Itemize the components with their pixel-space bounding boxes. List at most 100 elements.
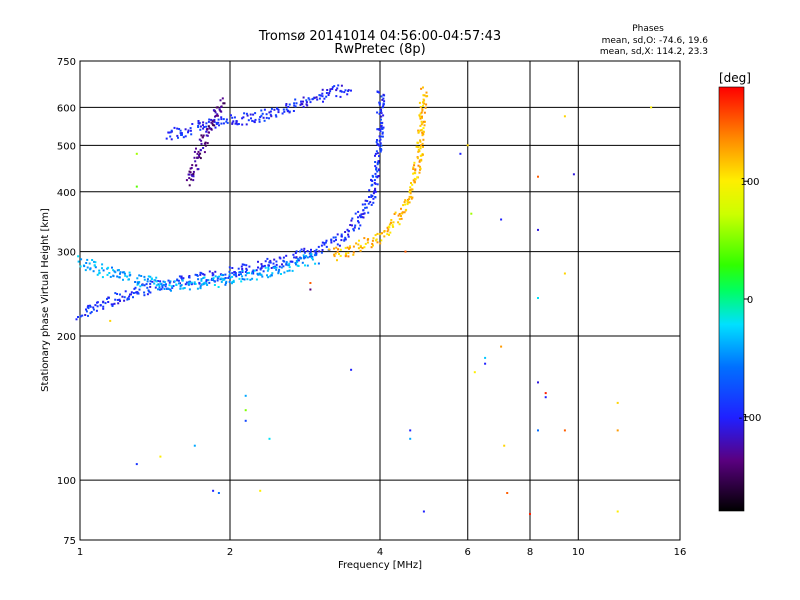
scatter-point — [503, 444, 506, 447]
trace-point — [86, 266, 89, 269]
trace-point — [79, 315, 82, 318]
trace-point — [340, 235, 343, 238]
trace-point — [410, 197, 413, 200]
trace-point — [89, 304, 91, 307]
trace-point — [132, 296, 134, 299]
trace-point — [232, 120, 235, 123]
trace-point — [208, 270, 211, 273]
trace-point — [422, 104, 424, 107]
trace-point — [93, 260, 96, 263]
trace-point — [407, 201, 410, 204]
colorbar-ticks: 100 0 -100 — [739, 177, 762, 424]
trace-point — [214, 275, 217, 278]
trace-point — [410, 188, 413, 191]
trace-point — [205, 279, 208, 282]
trace-point — [420, 120, 423, 123]
x-tick-label: 4 — [377, 547, 383, 558]
trace-point — [94, 261, 97, 264]
trace-point — [305, 101, 308, 104]
trace-point — [102, 300, 105, 303]
trace-point — [244, 271, 247, 273]
trace-point — [374, 154, 376, 157]
trace-point — [400, 207, 402, 210]
trace-point — [276, 107, 278, 110]
trace-point — [210, 118, 213, 121]
trace-point — [149, 282, 152, 285]
trace-point — [377, 161, 380, 164]
trace-point — [376, 176, 379, 179]
trace-point — [370, 246, 373, 249]
trace-point — [292, 110, 295, 112]
trace-point — [94, 304, 97, 307]
trace-point — [119, 300, 121, 302]
scatter-point — [466, 144, 469, 147]
trace-point — [376, 143, 379, 146]
trace-point — [320, 251, 323, 254]
trace-point — [377, 175, 380, 177]
scatter-point — [484, 356, 487, 359]
trace-point — [266, 269, 269, 272]
trace-point — [374, 234, 377, 237]
trace-point — [329, 88, 332, 91]
trace-point — [310, 248, 312, 251]
trace-point — [295, 263, 297, 266]
trace-point — [116, 269, 119, 272]
trace-point — [375, 150, 378, 153]
trace-point — [126, 275, 129, 278]
trace-point — [286, 270, 289, 273]
trace-point — [224, 273, 227, 276]
trace-point — [310, 255, 313, 258]
trace-point — [333, 240, 336, 243]
trace-point — [151, 280, 154, 283]
trace-point — [382, 102, 385, 105]
trace-point — [179, 132, 182, 135]
trace-point — [390, 219, 393, 221]
trace-point — [243, 278, 246, 281]
trace-point — [339, 95, 342, 98]
trace-point — [164, 285, 167, 288]
trace-point — [205, 134, 208, 137]
trace-point — [280, 266, 283, 269]
phase-info-o: mean, sd,O: -74.6, 19.6 — [602, 36, 709, 46]
trace-point — [220, 118, 223, 121]
trace-point — [170, 289, 172, 292]
scatter-point — [409, 429, 412, 432]
trace-point — [371, 195, 374, 197]
trace-point — [146, 293, 149, 296]
trace-point — [157, 283, 160, 286]
trace-point — [111, 266, 113, 269]
trace-point — [190, 178, 193, 181]
trace-point — [288, 110, 291, 113]
trace-point — [380, 95, 383, 98]
trace-point — [422, 98, 425, 101]
trace-point — [196, 156, 199, 159]
scatter-point — [259, 489, 262, 492]
trace-point — [113, 302, 116, 305]
trace-point — [347, 230, 350, 233]
trace-point — [344, 255, 347, 258]
trace-point — [426, 95, 429, 98]
trace-point — [204, 144, 207, 147]
trace-point — [188, 170, 191, 173]
trace-point — [419, 117, 422, 120]
trace-point — [421, 109, 424, 112]
trace-point — [304, 264, 306, 267]
trace-point — [275, 260, 278, 263]
trace-point — [252, 272, 255, 275]
trace-point — [185, 281, 188, 284]
trace-point — [270, 115, 273, 118]
trace-point — [179, 129, 182, 132]
trace-point — [359, 224, 362, 227]
trace-point — [409, 186, 412, 189]
trace-point — [123, 299, 126, 302]
trace-point — [146, 286, 149, 289]
trace-point — [282, 265, 285, 268]
trace-point — [370, 196, 373, 198]
trace-point — [388, 223, 391, 226]
trace-point — [418, 130, 421, 133]
trace-point — [199, 148, 202, 151]
scatter-point — [473, 371, 476, 374]
trace-point — [200, 134, 203, 137]
trace-point — [257, 273, 260, 276]
trace-point — [288, 269, 291, 272]
